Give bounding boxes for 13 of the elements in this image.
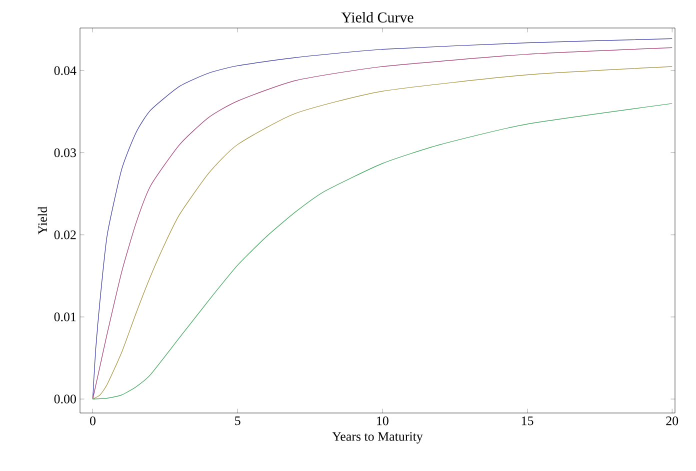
y-tick-label: 0.01 — [54, 312, 76, 322]
x-tick-label: 10 — [377, 416, 388, 426]
y-tick-label: 0.03 — [54, 148, 76, 158]
y-tick-label: 0.00 — [54, 394, 76, 404]
x-tick-label: 5 — [235, 416, 240, 426]
x-tick-label: 20 — [666, 416, 678, 426]
y-axis-title: Yield — [38, 206, 47, 234]
x-tick-label: 0 — [90, 416, 96, 426]
y-tick-label: 0.02 — [54, 230, 76, 240]
x-axis-title: Years to Maturity — [332, 432, 423, 444]
x-tick-label: 15 — [522, 416, 534, 426]
y-tick-label: 0.04 — [54, 66, 76, 76]
chart-title: Yield Curve — [341, 12, 414, 22]
